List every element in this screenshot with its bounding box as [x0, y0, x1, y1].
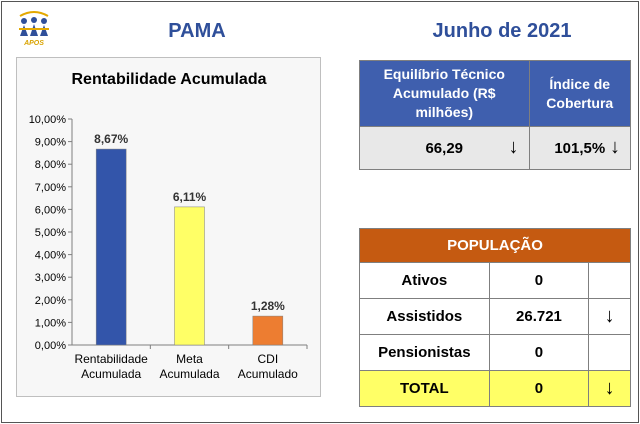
- down-arrow-icon: ↓: [508, 136, 519, 158]
- y-tick-label: 8,00%: [35, 159, 66, 171]
- x-tick-label: Acumulada: [81, 367, 141, 381]
- row-value: 26.721: [488, 298, 590, 335]
- data-label: 8,67%: [94, 132, 128, 146]
- cobertura-value: 101,5%: [554, 139, 606, 157]
- cobertura-header: Índice de Cobertura: [528, 60, 631, 127]
- row-label: Pensionistas: [359, 334, 490, 371]
- period-title: Junho de 2021: [432, 20, 572, 42]
- y-tick-label: 3,00%: [35, 272, 66, 284]
- bar-chart: Rentabilidade Acumulada 0,00% 1,00% 2,00% 3,…: [29, 71, 308, 381]
- equilibrio-cell: 66,29 ↓: [359, 126, 530, 170]
- row-arrow: [588, 334, 631, 371]
- population-table: POPULAÇÃO Ativos 0 Assistidos 26.721 ↓ P…: [359, 228, 631, 407]
- x-tick-label: Rentabilidade: [74, 352, 148, 366]
- bar: [95, 148, 127, 346]
- apos-logo: APOS: [16, 10, 52, 50]
- cobertura-cell: 101,5% ↓: [528, 126, 631, 170]
- equilibrio-header: Equilíbrio Técnico Acumulado (R$ milhões…: [359, 60, 530, 127]
- y-tick-label: 6,00%: [35, 204, 66, 216]
- chart-title: Rentabilidade Acumulada: [72, 71, 267, 88]
- population-title: POPULAÇÃO: [359, 228, 631, 263]
- x-tick-label: Meta: [176, 352, 203, 366]
- down-arrow-icon: ↓: [588, 370, 631, 407]
- y-tick-label: 4,00%: [35, 250, 66, 262]
- y-tick-label: 0,00%: [35, 340, 66, 352]
- y-tick-label: 9,00%: [35, 137, 66, 149]
- data-label: 6,11%: [173, 190, 207, 204]
- table-row: Assistidos 26.721 ↓: [359, 298, 631, 335]
- down-arrow-icon: ↓: [588, 298, 631, 335]
- row-value: 0: [488, 262, 590, 299]
- bar: [252, 315, 284, 346]
- logo-text: APOS: [24, 40, 44, 47]
- equilibrio-value: 66,29: [425, 139, 464, 157]
- bar: [174, 206, 205, 346]
- row-arrow: [588, 262, 631, 299]
- y-tick-label: 1,00%: [35, 317, 66, 329]
- indicators-table: Equilíbrio Técnico Acumulado (R$ milhões…: [359, 60, 631, 170]
- total-row: TOTAL 0 ↓: [359, 370, 631, 407]
- row-label: Ativos: [359, 262, 490, 299]
- down-arrow-icon: ↓: [610, 136, 620, 158]
- x-tick-label: CDI: [257, 352, 278, 366]
- row-value: 0: [488, 370, 590, 407]
- table-row: Pensionistas 0: [359, 334, 631, 371]
- table-row: Ativos 0: [359, 262, 631, 299]
- row-label: TOTAL: [359, 370, 490, 407]
- y-tick-label: 5,00%: [35, 227, 66, 239]
- row-label: Assistidos: [359, 298, 490, 335]
- data-label: 1,28%: [251, 299, 285, 313]
- plan-name: PAMA: [168, 20, 226, 42]
- y-tick-label: 2,00%: [35, 295, 66, 307]
- x-tick-label: Acumulado: [238, 367, 298, 381]
- chart-panel: Rentabilidade Acumulada 0,00% 1,00% 2,00% 3,…: [16, 57, 321, 397]
- y-tick-label: 7,00%: [35, 182, 66, 194]
- y-tick-label: 10,00%: [29, 114, 67, 126]
- people-logo-icon: [19, 11, 49, 36]
- x-tick-label: Acumulada: [159, 367, 219, 381]
- row-value: 0: [488, 334, 590, 371]
